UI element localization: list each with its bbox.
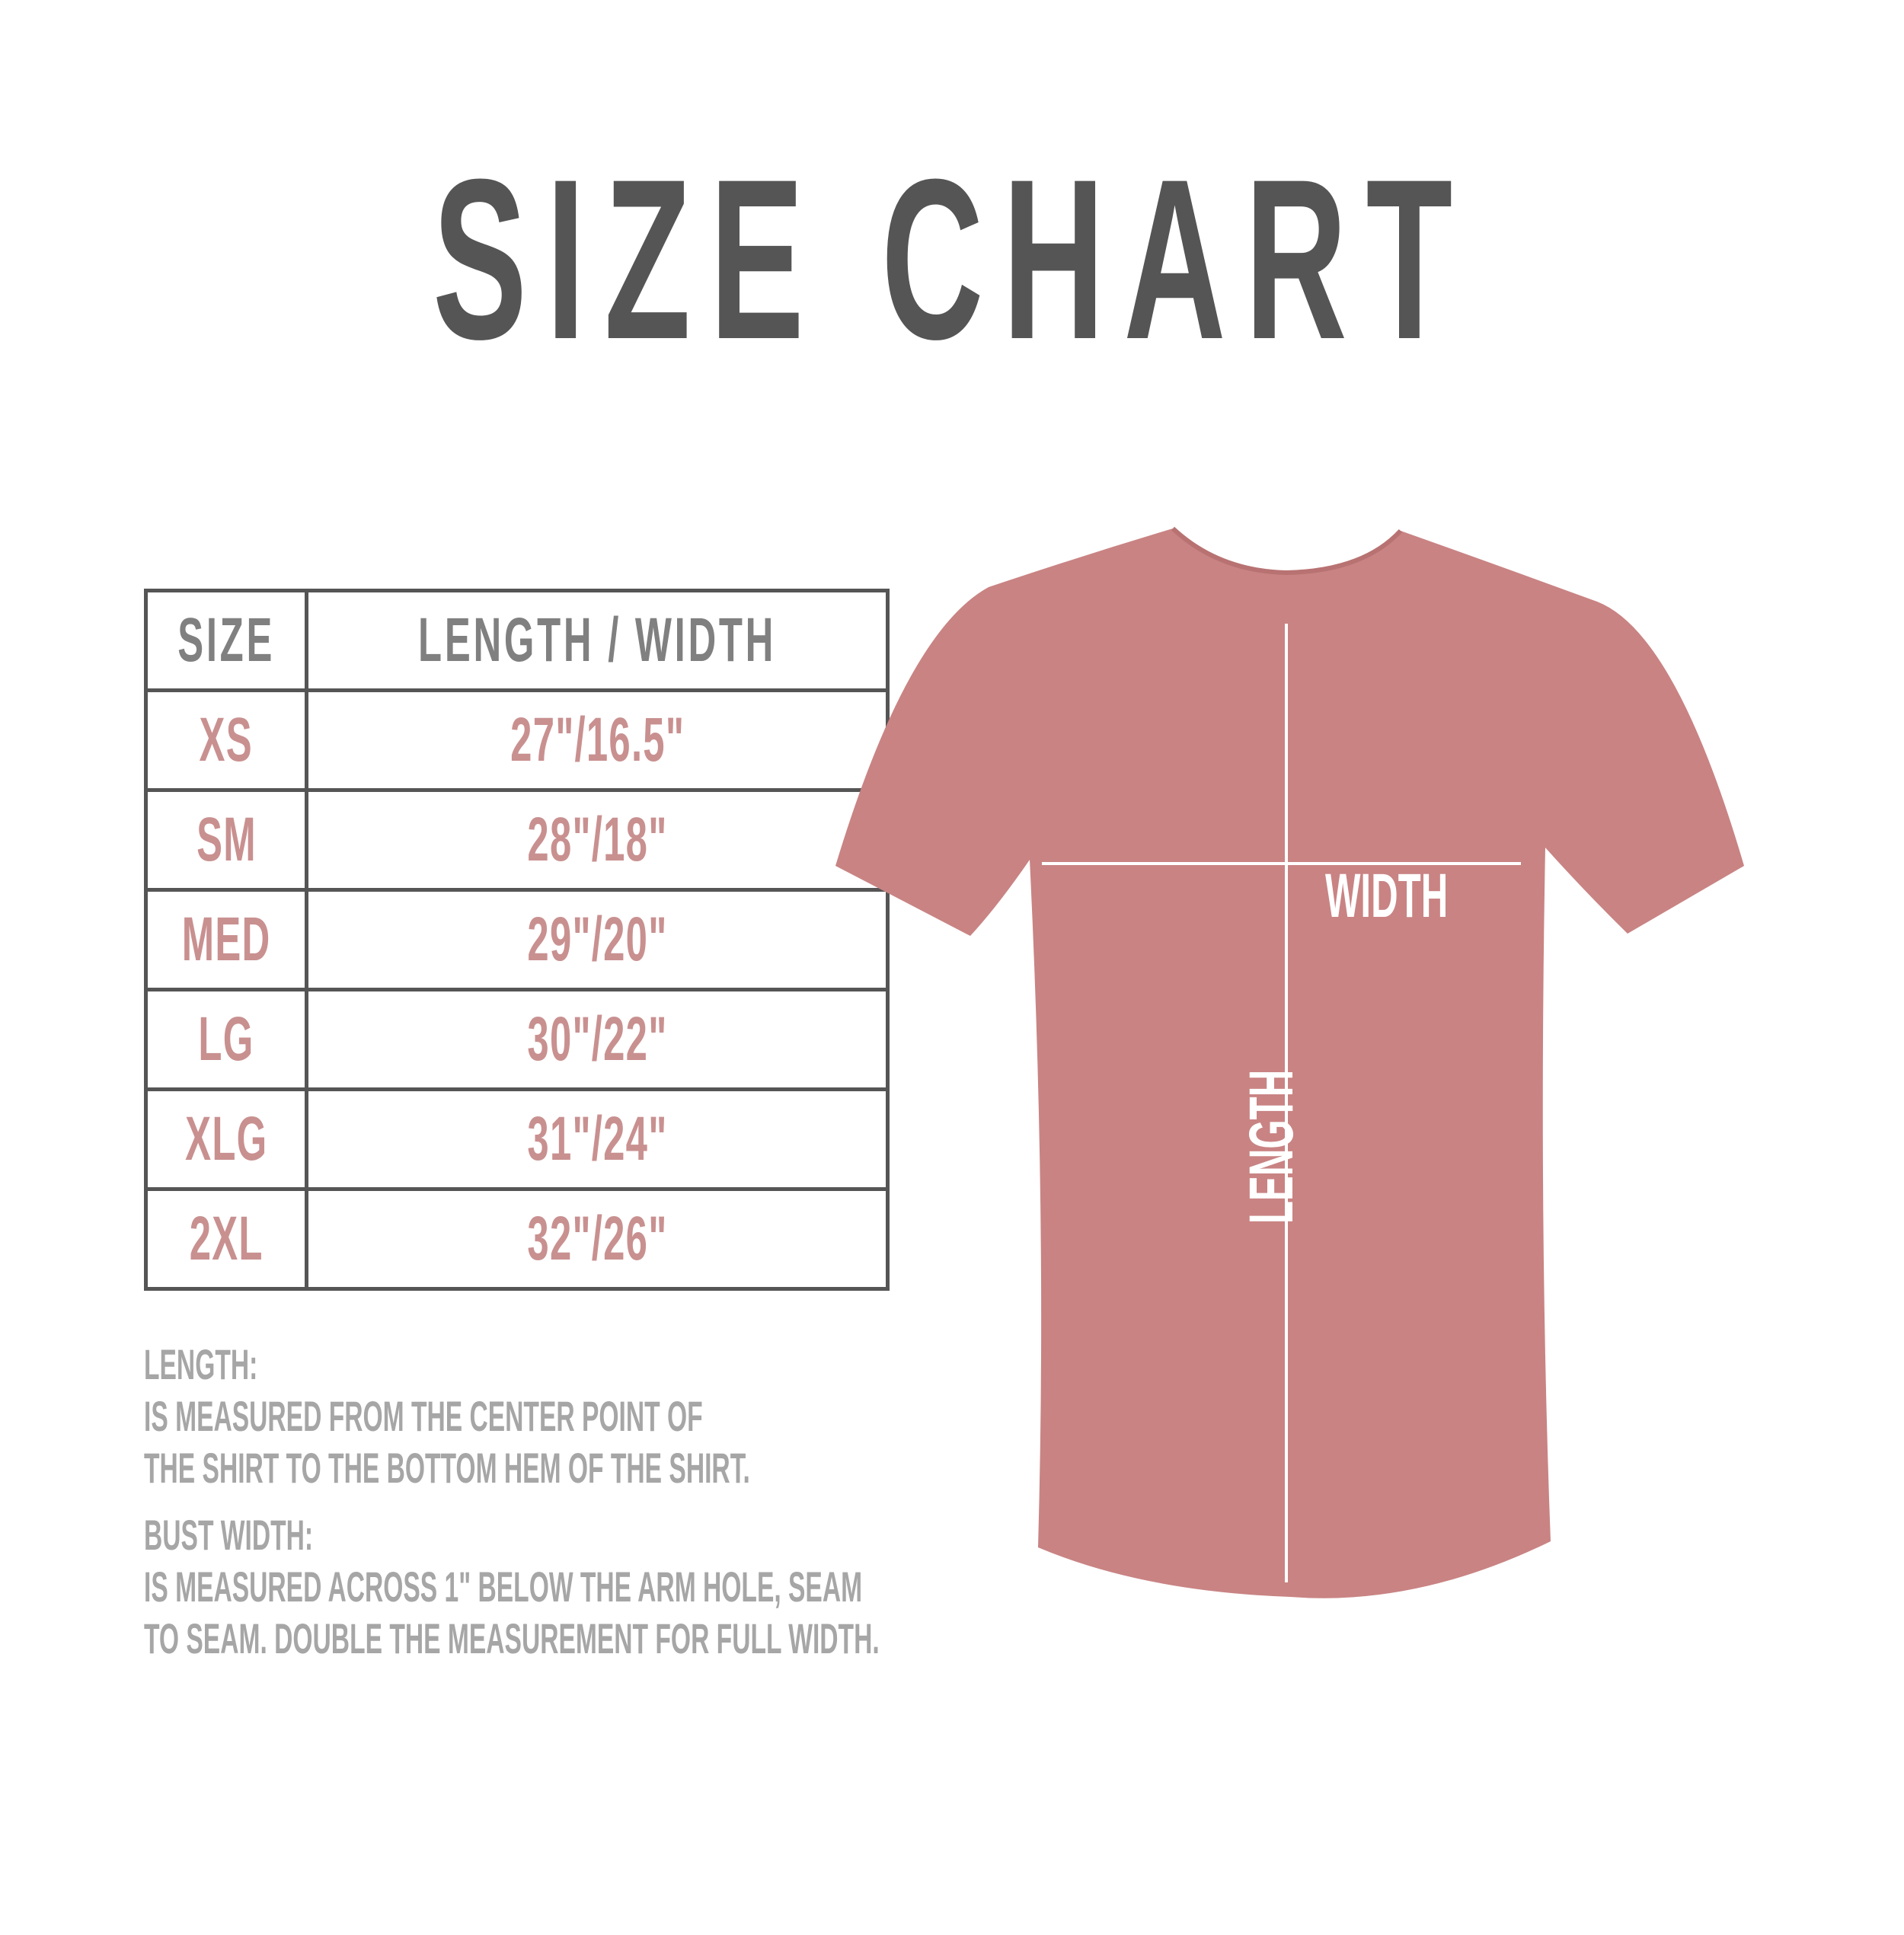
table-row: XLG 31"/24" (143, 1087, 890, 1191)
header-size: SIZE (177, 605, 276, 675)
width-line-2: TO SEAM. DOUBLE THE MEASUREMENT FOR FULL… (144, 1614, 880, 1662)
table-row: LG 30"/22" (143, 988, 890, 1091)
measure-cell: 29"/20" (527, 905, 668, 974)
measure-cell: 27"/16.5" (510, 705, 685, 774)
length-heading: LENGTH: (144, 1340, 258, 1388)
size-cell: MED (181, 905, 271, 974)
length-label: LENGTH (1237, 1069, 1306, 1224)
table-row: XS 27"/16.5" (143, 688, 890, 792)
measure-cell: 30"/22" (527, 1004, 668, 1074)
measure-cell: 31"/24" (527, 1104, 668, 1173)
size-cell: SM (196, 805, 257, 874)
table-row: SM 28"/18" (143, 788, 890, 892)
size-table: SIZE LENGTH / WIDTH XS 27"/16.5" SM 28"/18"… (143, 589, 890, 1291)
table-row: 2XL 32"/26" (143, 1187, 890, 1291)
length-line-2: THE SHIRT TO THE BOTTOM HEM OF THE SHIRT… (144, 1444, 750, 1492)
measure-cell: 28"/18" (527, 805, 668, 874)
header-length-width: LENGTH / WIDTH (418, 605, 777, 675)
neckline (1171, 526, 1403, 576)
table-header-row: SIZE LENGTH / WIDTH (143, 589, 890, 692)
page-title: SIZE CHART (433, 131, 1471, 387)
table-row: MED 29"/20" (143, 888, 890, 991)
width-line-1: IS MEASURED ACROSS 1" BELOW THE ARM HOLE… (144, 1563, 863, 1611)
measure-cell: 32"/26" (527, 1204, 668, 1273)
size-cell: XS (199, 705, 254, 774)
width-heading: BUST WIDTH: (144, 1511, 314, 1559)
size-cell: XLG (185, 1104, 268, 1173)
length-line-1: IS MEASURED FROM THE CENTER POINT OF (144, 1392, 703, 1440)
size-cell: 2XL (189, 1204, 264, 1273)
size-cell: LG (198, 1004, 254, 1074)
measurement-notes: LENGTH: IS MEASURED FROM THE CENTER POIN… (144, 1339, 1369, 1665)
width-label: WIDTH (1325, 861, 1449, 931)
tshirt-shape (835, 528, 1744, 1598)
